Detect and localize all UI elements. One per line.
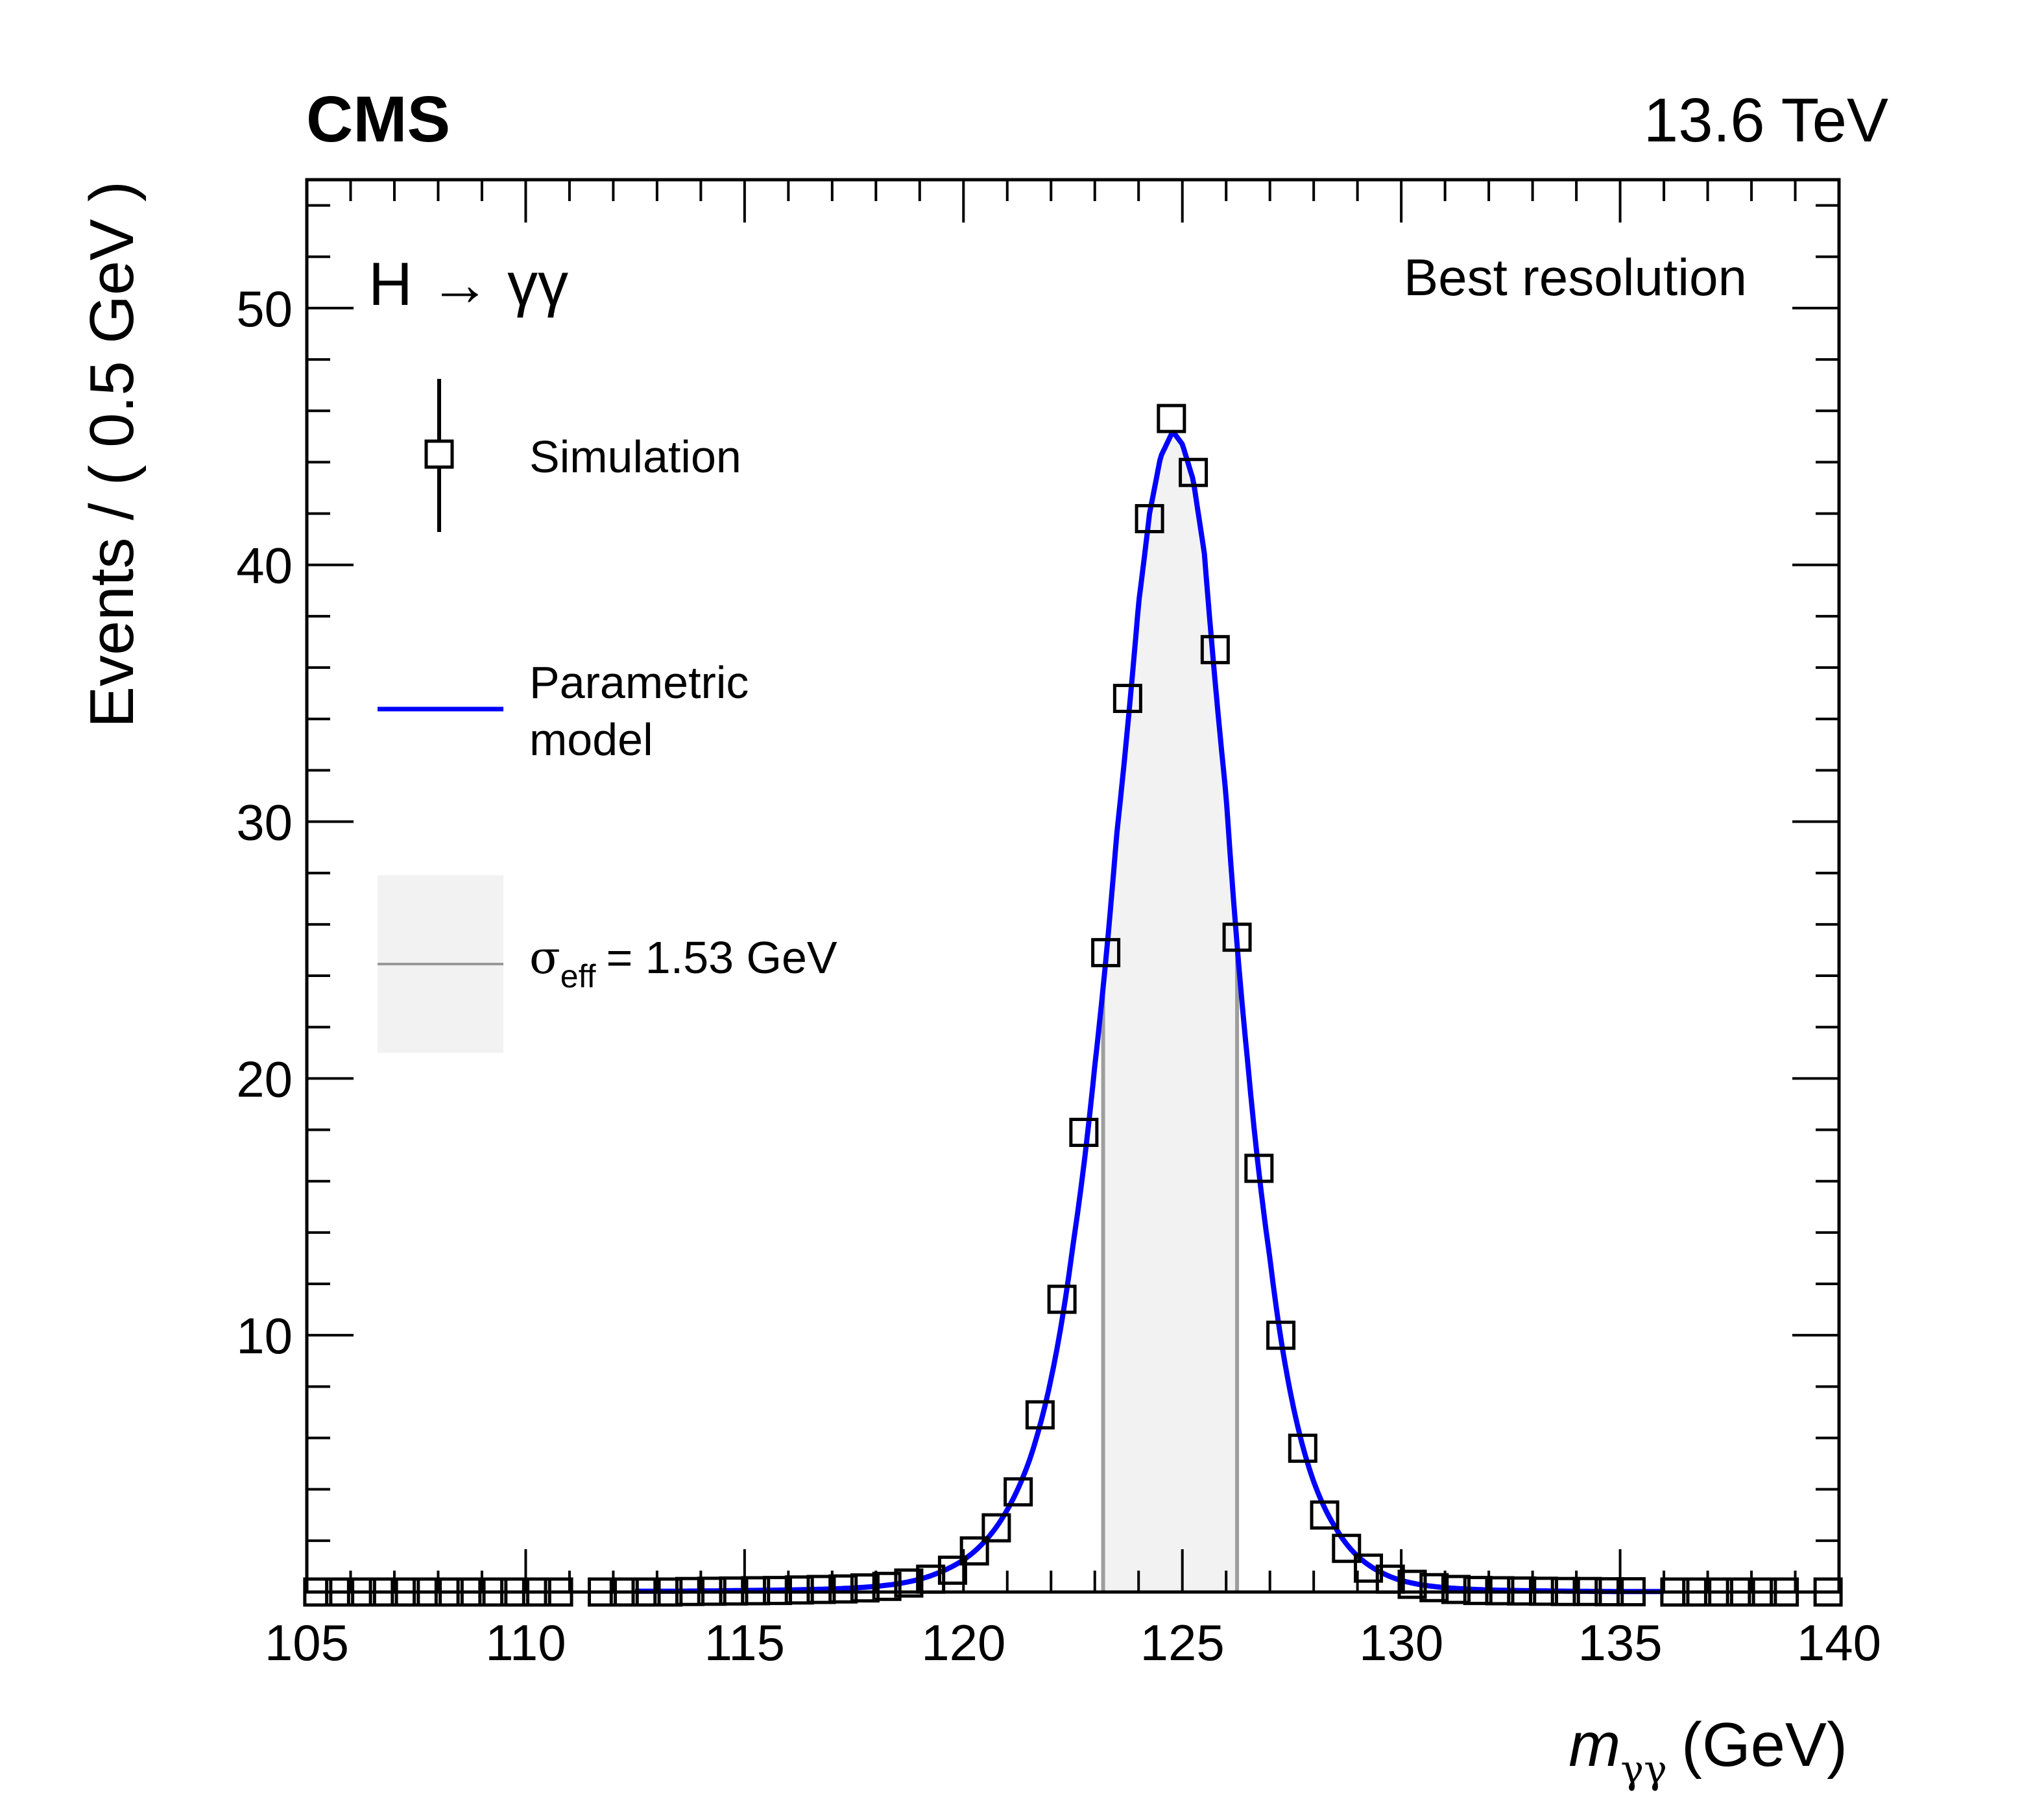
legend-open-square-icon [424,439,454,469]
x-tick-label: 105 [265,1614,349,1671]
sigma-eff-band [1103,432,1238,1593]
process-label: H → γγ [368,250,568,318]
legend: Simulation Parametric model σeff = 1.53 G… [378,379,837,1053]
simulation-point [1200,634,1230,664]
legend-item-model: Parametric model [378,657,749,765]
simulation-point [1179,457,1208,487]
simulation-point [981,1513,1011,1543]
x-tick-label: 125 [1140,1614,1225,1671]
sigma-symbol: σ [529,931,560,984]
y-tick-label: 20 [236,1050,293,1107]
y-axis-title: Events / ( 0.5 GeV ) [77,181,147,728]
energy-label: 13.6 TeV [1644,86,1888,155]
simulation-point [1266,1320,1296,1350]
simulation-point [1419,1573,1449,1602]
sigma-value: = 1.53 GeV [606,932,837,983]
simulation-point [1354,1553,1384,1583]
simulation-point [1157,404,1186,433]
legend-label-sigma-eff: σeff = 1.53 GeV [529,931,837,995]
legend-label-model-line2: model [529,714,653,765]
x-axis-title: mγγ (GeV) [1569,1710,1847,1792]
simulation-point [828,1574,858,1604]
simulation-point [1222,923,1252,952]
simulation-point [1310,1500,1340,1530]
sigma-subscript: eff [560,958,596,995]
legend-label-model-line1: Parametric [529,657,749,708]
x-axis-subscript: γγ [1620,1747,1667,1792]
category-label: Best resolution [1404,248,1747,306]
simulation-point [1091,937,1121,967]
axis-ticks [306,180,1840,1592]
simulation-point [1288,1433,1317,1463]
x-tick-label: 135 [1578,1614,1663,1671]
simulation-point [806,1575,836,1604]
x-axis-unit: (GeV) [1681,1710,1847,1780]
axis-tick-labels: 105 110 115 120 125 130 135 140 10 20 30 40 50 [236,280,1881,1671]
simulation-point [1332,1534,1362,1563]
simulation-point [1397,1569,1427,1599]
simulation-markers-layer [303,404,1843,1607]
plot-frame [305,178,1841,1594]
x-tick-label: 140 [1797,1614,1881,1671]
simulation-point [850,1573,880,1603]
simulation-point [937,1555,967,1585]
x-tick-label: 110 [485,1614,566,1671]
simulation-point [1112,684,1142,714]
legend-label-simulation: Simulation [529,431,741,482]
y-tick-label: 40 [236,537,293,594]
y-tick-label: 50 [236,280,293,337]
x-tick-label: 115 [704,1614,785,1671]
simulation-point [1441,1575,1471,1604]
simulation-point [784,1575,814,1605]
simulation-point [1047,1285,1077,1314]
simulation-point [1025,1400,1055,1430]
y-tick-label: 10 [236,1307,293,1364]
x-tick-label: 120 [921,1614,1005,1671]
x-axis-symbol: m [1569,1710,1620,1780]
sigma-eff-band-layer [1101,432,1240,1593]
legend-item-simulation: Simulation [424,379,741,532]
simulation-point [959,1536,989,1566]
simulation-point [1004,1477,1033,1507]
simulation-point [872,1571,902,1601]
simulation-point [1135,503,1164,533]
y-tick-label: 30 [236,794,293,851]
simulation-point [1069,1117,1099,1147]
experiment-label: CMS [306,83,450,156]
simulation-point [1244,1153,1274,1183]
x-tick-label: 130 [1359,1614,1443,1671]
simulation-point [894,1568,924,1598]
legend-item-sigma-eff: σeff = 1.53 GeV [378,875,837,1053]
